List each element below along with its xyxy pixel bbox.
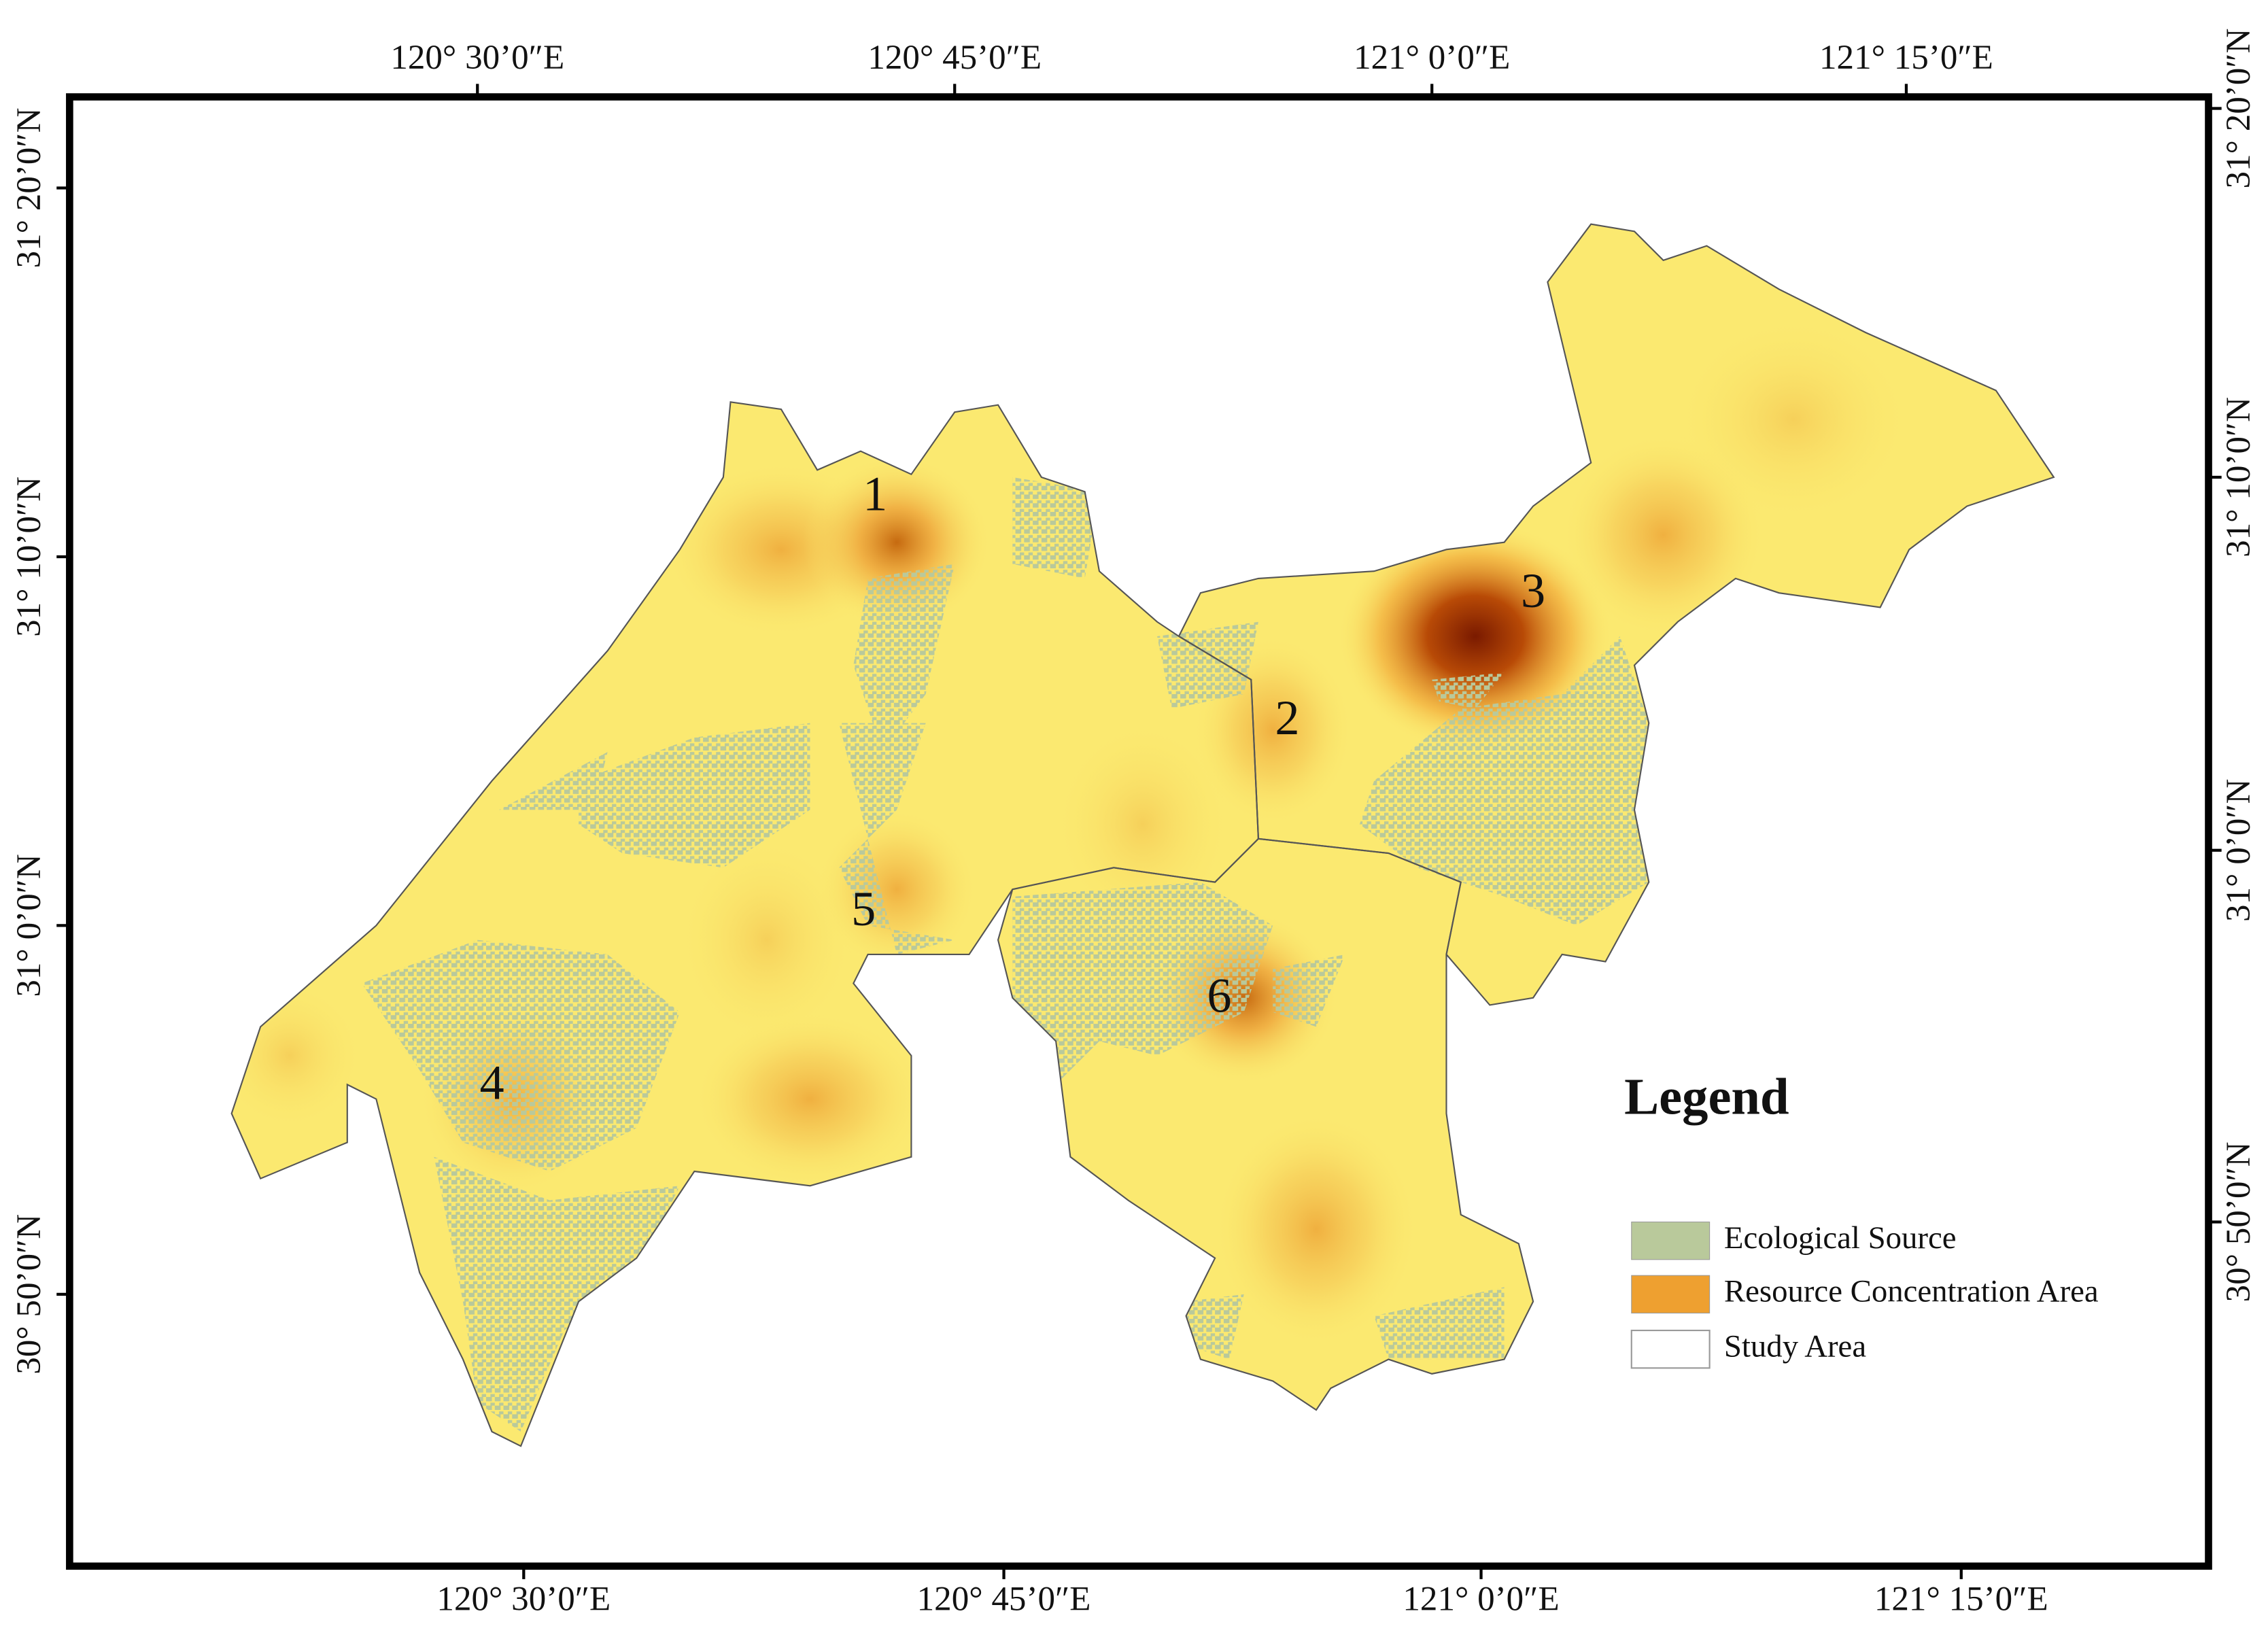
area-label: 5 (851, 882, 876, 936)
ecological-source (362, 477, 1649, 1432)
bottom-coord-label: 120° 30’0″E (436, 1581, 611, 1619)
area-label: 3 (1521, 564, 1545, 618)
bottom-coord-label: 121° 0’0″E (1403, 1581, 1559, 1619)
left-coord-label: 31° 0’0″N (10, 854, 48, 997)
area-label: 2 (1275, 691, 1299, 745)
hotspot (1215, 1113, 1418, 1345)
map-frame (66, 93, 2212, 1570)
area-label: 1 (863, 466, 887, 521)
right-coord-label: 31° 20’0″N (2220, 29, 2258, 189)
hotspot (694, 1012, 926, 1186)
right-coord-label: 30° 50’0″N (2220, 1142, 2258, 1303)
legend-title: Legend (1624, 1068, 1789, 1126)
top-coord-label: 120° 45’0″E (867, 39, 1042, 77)
top-coord-label: 121° 0’0″E (1354, 39, 1510, 77)
hotspot (1056, 723, 1230, 926)
top-coord-label: 121° 15’0″E (1819, 39, 1993, 77)
area-label: 6 (1207, 969, 1231, 1023)
hotspot (231, 983, 362, 1128)
top-coord-label: 120° 30’0″E (390, 39, 564, 77)
right-coord-label: 31° 0’0″N (2220, 779, 2258, 922)
legend (1630, 1221, 1711, 1369)
legend-swatch (1631, 1275, 1711, 1314)
legend-label: Study Area (1724, 1328, 1866, 1364)
legend-label: Resource Concentration Area (1724, 1274, 2099, 1309)
legend-swatch (1631, 1221, 1711, 1260)
study-area-boundary (230, 223, 2055, 1447)
legend-label: Ecological Source (1724, 1220, 1957, 1256)
legend-swatch (1630, 1329, 1711, 1369)
hotspot (1337, 520, 1613, 753)
frame-ticks (56, 84, 2222, 1579)
right-coord-label: 31° 10’0″N (2220, 397, 2258, 557)
bottom-coord-label: 121° 15’0″E (1874, 1581, 2048, 1619)
bottom-coord-label: 120° 45’0″E (917, 1581, 1091, 1619)
area-label: 4 (479, 1055, 504, 1109)
hotspot (1562, 434, 1765, 636)
left-coord-label: 31° 20’0″N (10, 108, 48, 269)
hotspot (680, 838, 854, 1041)
left-coord-label: 30° 50’0″N (10, 1214, 48, 1375)
left-coord-label: 31° 10’0″N (10, 477, 48, 637)
